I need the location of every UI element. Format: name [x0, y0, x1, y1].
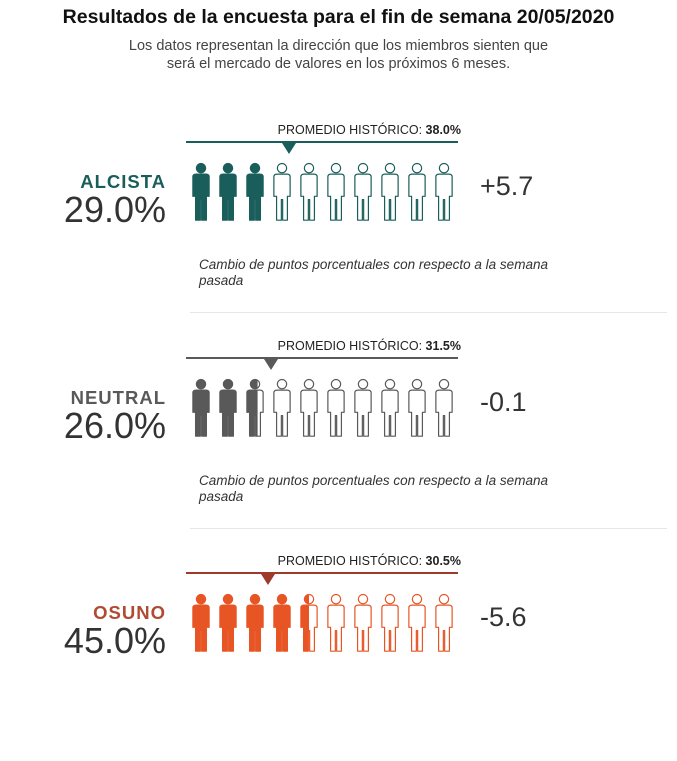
- person-icon: [273, 593, 291, 652]
- historical-average-line: [186, 141, 458, 143]
- category-percentage: 26.0%: [63, 405, 166, 446]
- category-label: OSUNO: [93, 602, 166, 623]
- historical-average-label: PROMEDIO HISTÓRICO: 38.0%: [277, 123, 461, 137]
- person-icon: [381, 162, 399, 221]
- person-icon: [408, 593, 426, 652]
- historical-average-label: PROMEDIO HISTÓRICO: 31.5%: [277, 339, 461, 353]
- section-divider: [190, 312, 667, 313]
- person-icon: [354, 593, 372, 652]
- person-icon: [246, 593, 264, 652]
- historical-average-marker: [264, 359, 279, 370]
- section-divider: [190, 528, 667, 529]
- historical-average-line: [186, 357, 458, 359]
- person-icon: [192, 593, 210, 652]
- section-osuno: PROMEDIO HISTÓRICO: 30.5% OSUNO 45.0% -5…: [0, 546, 677, 761]
- historical-average-marker: [261, 574, 276, 585]
- weekly-change-value: -5.6: [480, 602, 527, 632]
- person-icon: [246, 162, 264, 221]
- person-icon: [300, 593, 318, 652]
- person-icon: [273, 378, 291, 437]
- person-icon: [381, 593, 399, 652]
- person-icon: [246, 378, 264, 437]
- person-icon: [192, 378, 210, 437]
- historical-average-line: [186, 572, 458, 574]
- people-pictogram: [188, 159, 458, 229]
- change-note: Cambio de puntos porcentuales con respec…: [199, 257, 548, 288]
- category-percentage: 45.0%: [63, 620, 166, 661]
- person-icon: [354, 378, 372, 437]
- people-pictogram: [188, 590, 458, 660]
- person-icon: [435, 593, 453, 652]
- subtitle-line-1: Los datos representan la dirección que l…: [128, 38, 549, 54]
- person-icon: [408, 378, 426, 437]
- person-icon: [219, 593, 237, 652]
- person-icon: [408, 162, 426, 221]
- weekly-change-value: -0.1: [480, 387, 527, 417]
- category-percentage: 29.0%: [63, 189, 166, 230]
- historical-average-marker: [281, 143, 296, 154]
- person-icon: [381, 378, 399, 437]
- category-label: ALCISTA: [80, 171, 166, 192]
- people-pictogram: [188, 375, 458, 445]
- person-icon: [435, 162, 453, 221]
- person-icon: [192, 162, 210, 221]
- person-icon: [273, 162, 291, 221]
- chart-title: Resultados de la encuesta para el fin de…: [62, 6, 615, 28]
- person-icon: [327, 378, 345, 437]
- section-neutral: PROMEDIO HISTÓRICO: 31.5% NEUTRAL 26.0% …: [0, 331, 677, 546]
- person-icon: [435, 378, 453, 437]
- historical-average-label: PROMEDIO HISTÓRICO: 30.5%: [277, 554, 461, 568]
- person-icon: [300, 162, 318, 221]
- person-icon: [327, 162, 345, 221]
- person-icon: [354, 162, 372, 221]
- chart-subtitle: Los datos representan la dirección que l…: [0, 37, 677, 73]
- weekly-change-value: +5.7: [480, 171, 534, 201]
- person-icon: [219, 378, 237, 437]
- person-icon: [327, 593, 345, 652]
- person-icon: [219, 162, 237, 221]
- person-icon: [300, 378, 318, 437]
- section-alcista: PROMEDIO HISTÓRICO: 38.0% ALCISTA 29.0% …: [0, 115, 677, 330]
- change-note: Cambio de puntos porcentuales con respec…: [199, 473, 548, 504]
- subtitle-line-2: será el mercado de valores en los próxim…: [166, 56, 511, 72]
- category-label: NEUTRAL: [70, 387, 166, 408]
